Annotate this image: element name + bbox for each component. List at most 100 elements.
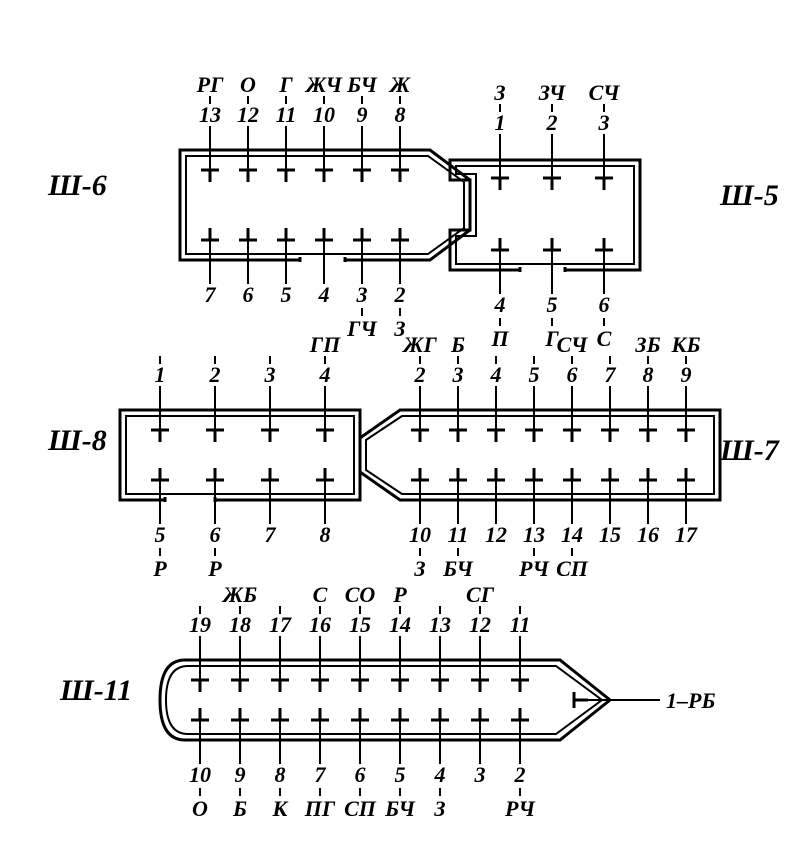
- label-sh11: Ш-11: [59, 674, 132, 707]
- sh7-pin-10-num: 10: [409, 522, 431, 547]
- sh11-pin-10-num: 10: [189, 762, 211, 787]
- sh11-pin-15-num: 15: [349, 612, 371, 637]
- sh7-pin-9-num: 9: [681, 362, 692, 387]
- sh7-pin-2-num: 2: [414, 362, 426, 387]
- sh11-pin-16-code: С: [313, 582, 328, 607]
- sh11-pin-14-num: 14: [389, 612, 411, 637]
- sh7-pin-14-code: СП: [556, 556, 589, 581]
- sh7-pin-15-num: 15: [599, 522, 621, 547]
- sh7-outline: [360, 410, 720, 500]
- sh11-pin-10-code: О: [192, 796, 208, 821]
- sh7-pin-13-num: 13: [523, 522, 545, 547]
- sh11-inner: [166, 666, 602, 734]
- sh11-pin-4-code: З: [433, 796, 445, 821]
- sh11-pin-5-code: БЧ: [384, 796, 416, 821]
- sh5-pin-2-code: ЗЧ: [538, 80, 567, 105]
- sh7-pin-8-num: 8: [643, 362, 654, 387]
- sh8-pin-5-num: 5: [155, 522, 166, 547]
- label-sh8: Ш-8: [47, 424, 107, 457]
- sh5-pin-3-code: СЧ: [589, 80, 621, 105]
- sh6-pin-11-code: Г: [278, 72, 293, 97]
- sh11-pin-18-code: ЖБ: [221, 582, 257, 607]
- label-sh6: Ш-6: [47, 169, 107, 202]
- sh6-pin-3-code: ГЧ: [346, 316, 378, 341]
- sh7-pin-9-code: КБ: [671, 332, 701, 357]
- sh5-pin-4-num: 4: [494, 292, 506, 317]
- sh6-pin-13-code: РГ: [196, 72, 224, 97]
- sh11-pin-8-num: 8: [275, 762, 286, 787]
- sh11-pin-13-num: 13: [429, 612, 451, 637]
- sh11-pin-8-code: К: [272, 796, 289, 821]
- sh8-pin-3-num: 3: [264, 362, 276, 387]
- sh5-pin-2-num: 2: [546, 110, 558, 135]
- sh8-pin-6-num: 6: [210, 522, 221, 547]
- sh6-pin-10-num: 10: [313, 102, 335, 127]
- sh6-pin-6-num: 6: [243, 282, 254, 307]
- sh8-pin-2-num: 2: [209, 362, 221, 387]
- sh6-pin-12-num: 12: [237, 102, 259, 127]
- sh11-pin-1-label: 1–РБ: [666, 688, 715, 713]
- sh11-pin-14-code: Р: [392, 582, 407, 607]
- sh11-pin-12-code: СГ: [466, 582, 495, 607]
- sh7-pin-3-code: Б: [450, 332, 465, 357]
- sh7-pin-5-num: 5: [529, 362, 540, 387]
- sh6-pin-8-code: Ж: [388, 72, 411, 97]
- sh5-pin-6-num: 6: [599, 292, 610, 317]
- sh7-pin-11-num: 11: [448, 522, 469, 547]
- sh7-pin-16-num: 16: [637, 522, 659, 547]
- sh11-pin-18-num: 18: [229, 612, 251, 637]
- sh5-pin-4-code: П: [490, 326, 509, 351]
- sh8-pin-4-num: 4: [319, 362, 331, 387]
- sh6-pin-13-num: 13: [199, 102, 221, 127]
- sh5-key-notch: [520, 267, 565, 272]
- connector-pinout-diagram: 13РГ12О11Г10ЖЧ9БЧ8Ж76543ГЧ2З1З2ЗЧ3СЧ4П5Г…: [0, 0, 800, 860]
- sh7-pin-7-num: 7: [605, 362, 617, 387]
- sh11-pin-15-code: СО: [345, 582, 376, 607]
- sh5-pin-1-code: З: [493, 80, 505, 105]
- sh7-pin-4-num: 4: [490, 362, 502, 387]
- sh7-pin-14-num: 14: [561, 522, 583, 547]
- sh7-pin-13-code: РЧ: [518, 556, 550, 581]
- sh6-pin-12-code: О: [240, 72, 256, 97]
- sh5-pin-3-num: 3: [598, 110, 610, 135]
- sh5-pin-6-code: С: [597, 326, 612, 351]
- sh6-pin-4-num: 4: [318, 282, 330, 307]
- sh8-pin-7-num: 7: [265, 522, 277, 547]
- sh7-pin-17-num: 17: [675, 522, 698, 547]
- label-sh5: Ш-5: [719, 179, 779, 212]
- sh5-pin-1-num: 1: [495, 110, 506, 135]
- sh11-pin-7-code: ПГ: [304, 796, 336, 821]
- sh8-key-notch: [165, 497, 215, 502]
- sh7-pin-2-code: ЖГ: [401, 332, 437, 357]
- sh6-pin-2-num: 2: [394, 282, 406, 307]
- sh11-pin-12-num: 12: [469, 612, 491, 637]
- sh6-pin-8-num: 8: [395, 102, 406, 127]
- sh8-pin-4-code: ГП: [309, 332, 341, 357]
- label-sh7: Ш-7: [719, 434, 780, 467]
- sh11-pin-11-num: 11: [510, 612, 531, 637]
- sh11-outline: [160, 660, 610, 740]
- sh8-pin-6-code: Р: [207, 556, 222, 581]
- sh11-pin-6-num: 6: [355, 762, 366, 787]
- sh6-pin-3-num: 3: [356, 282, 368, 307]
- sh7-pin-6-num: 6: [567, 362, 578, 387]
- sh11-pin-9-code: Б: [232, 796, 247, 821]
- sh7-pin-6-code: СЧ: [557, 332, 589, 357]
- sh8-pin-5-code: Р: [152, 556, 167, 581]
- sh5-pin-5-num: 5: [547, 292, 558, 317]
- sh11-pin-17-num: 17: [269, 612, 292, 637]
- sh11-pin-19-num: 19: [189, 612, 211, 637]
- sh11-pin-6-code: СП: [344, 796, 377, 821]
- sh11-pin-5-num: 5: [395, 762, 406, 787]
- sh7-inner: [366, 416, 714, 494]
- sh7-pin-8-code: ЗБ: [634, 332, 660, 357]
- sh8-pin-1-num: 1: [155, 362, 166, 387]
- sh6-pin-7-num: 7: [205, 282, 217, 307]
- sh7-pin-3-num: 3: [452, 362, 464, 387]
- sh7-pin-11-code: БЧ: [442, 556, 474, 581]
- sh11-pin-3-num: 3: [474, 762, 486, 787]
- sh11-pin-7-num: 7: [315, 762, 327, 787]
- sh6-pin-5-num: 5: [281, 282, 292, 307]
- sh11-pin-9-num: 9: [235, 762, 246, 787]
- sh7-pin-12-num: 12: [485, 522, 507, 547]
